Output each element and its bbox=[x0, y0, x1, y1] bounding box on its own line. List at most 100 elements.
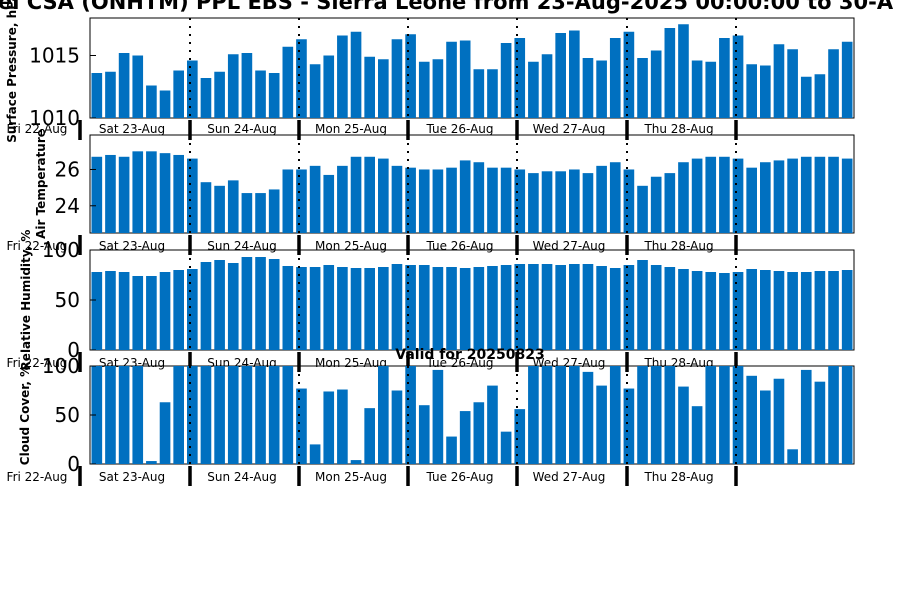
bar bbox=[173, 70, 184, 118]
bar bbox=[309, 444, 321, 464]
bar bbox=[118, 272, 130, 350]
bar bbox=[650, 176, 662, 233]
bar bbox=[459, 268, 471, 350]
x-tick-label: Sun 24-Aug bbox=[207, 122, 276, 136]
bar bbox=[241, 366, 253, 464]
bar bbox=[446, 41, 457, 118]
x-tick-label: Fri 22-Aug bbox=[7, 356, 68, 370]
x-tick-label: Thu 28-Aug bbox=[643, 470, 713, 484]
bar bbox=[214, 185, 225, 233]
bar bbox=[227, 263, 239, 350]
bar bbox=[159, 402, 171, 464]
bar bbox=[760, 270, 771, 350]
bar bbox=[623, 265, 635, 350]
bar bbox=[337, 165, 348, 233]
bar bbox=[91, 366, 103, 464]
x-tick-label: Tue 26-Aug bbox=[425, 239, 493, 253]
bar bbox=[828, 49, 839, 118]
bar bbox=[528, 61, 539, 118]
x-tick-label: Mon 25-Aug bbox=[315, 122, 387, 136]
bar bbox=[173, 154, 184, 233]
y-axis-label: Cloud Cover, % bbox=[18, 365, 32, 465]
bar bbox=[555, 171, 566, 233]
bar bbox=[323, 174, 335, 233]
bar bbox=[91, 73, 103, 118]
bar bbox=[200, 262, 212, 350]
bar bbox=[623, 169, 635, 233]
bar bbox=[528, 264, 539, 350]
bar bbox=[187, 366, 198, 464]
bar bbox=[528, 366, 539, 464]
bar bbox=[514, 264, 526, 350]
bar bbox=[582, 173, 594, 233]
bar bbox=[214, 366, 225, 464]
bar bbox=[609, 38, 621, 118]
bar bbox=[582, 264, 594, 350]
bar bbox=[391, 165, 403, 233]
x-tick-label: Thu 28-Aug bbox=[643, 239, 713, 253]
bar bbox=[132, 276, 144, 350]
bar bbox=[623, 388, 635, 464]
y-tick-label: 1010 bbox=[29, 106, 80, 130]
bar bbox=[814, 381, 826, 464]
bar bbox=[309, 165, 321, 233]
bar bbox=[787, 49, 798, 118]
bar bbox=[146, 151, 157, 233]
bar bbox=[296, 39, 307, 118]
bar bbox=[500, 43, 512, 118]
bar bbox=[678, 269, 689, 350]
bar bbox=[91, 272, 103, 350]
bar bbox=[473, 402, 485, 464]
bar bbox=[391, 39, 403, 118]
bar bbox=[350, 31, 362, 118]
bar bbox=[337, 35, 348, 118]
bar bbox=[828, 366, 839, 464]
bar bbox=[596, 165, 607, 233]
bar bbox=[391, 264, 403, 350]
bar bbox=[378, 59, 389, 118]
bar bbox=[637, 260, 648, 350]
bar bbox=[541, 54, 553, 118]
bar bbox=[555, 265, 566, 350]
bar bbox=[760, 65, 771, 118]
bar bbox=[173, 270, 184, 350]
y-tick-label: 100 bbox=[42, 238, 80, 262]
bar bbox=[691, 271, 703, 350]
bar bbox=[309, 267, 321, 350]
bar bbox=[214, 260, 225, 350]
bar bbox=[828, 156, 839, 233]
bar bbox=[678, 386, 689, 464]
y-axis-label: Surface Pressure, hPa bbox=[5, 0, 19, 143]
bar bbox=[200, 78, 212, 118]
bar bbox=[227, 366, 239, 464]
bar bbox=[609, 366, 621, 464]
bar bbox=[569, 366, 580, 464]
bar bbox=[691, 406, 703, 464]
bar bbox=[841, 270, 853, 350]
bar bbox=[528, 173, 539, 233]
bar bbox=[487, 69, 498, 118]
bar bbox=[296, 388, 307, 464]
x-tick-label: Mon 25-Aug bbox=[315, 239, 387, 253]
bar bbox=[746, 375, 757, 464]
bar bbox=[118, 156, 130, 233]
bar bbox=[391, 390, 403, 464]
bar bbox=[146, 276, 157, 350]
bar bbox=[487, 385, 498, 464]
x-tick-label: Mon 25-Aug bbox=[315, 356, 387, 370]
bar bbox=[664, 366, 676, 464]
bar bbox=[323, 265, 335, 350]
bar bbox=[446, 167, 457, 233]
bar bbox=[814, 271, 826, 350]
bar bbox=[241, 53, 253, 118]
x-tick-label: Sat 23-Aug bbox=[99, 239, 165, 253]
x-tick-label: Fri 22-Aug bbox=[7, 122, 68, 136]
panel-3: 0 50 100 Relative Humidity, %Fri 22-Aug Sat … bbox=[7, 230, 855, 372]
bar bbox=[773, 44, 785, 118]
bar bbox=[132, 366, 144, 464]
bar bbox=[268, 189, 280, 233]
bar bbox=[432, 267, 444, 350]
bar bbox=[800, 272, 812, 350]
